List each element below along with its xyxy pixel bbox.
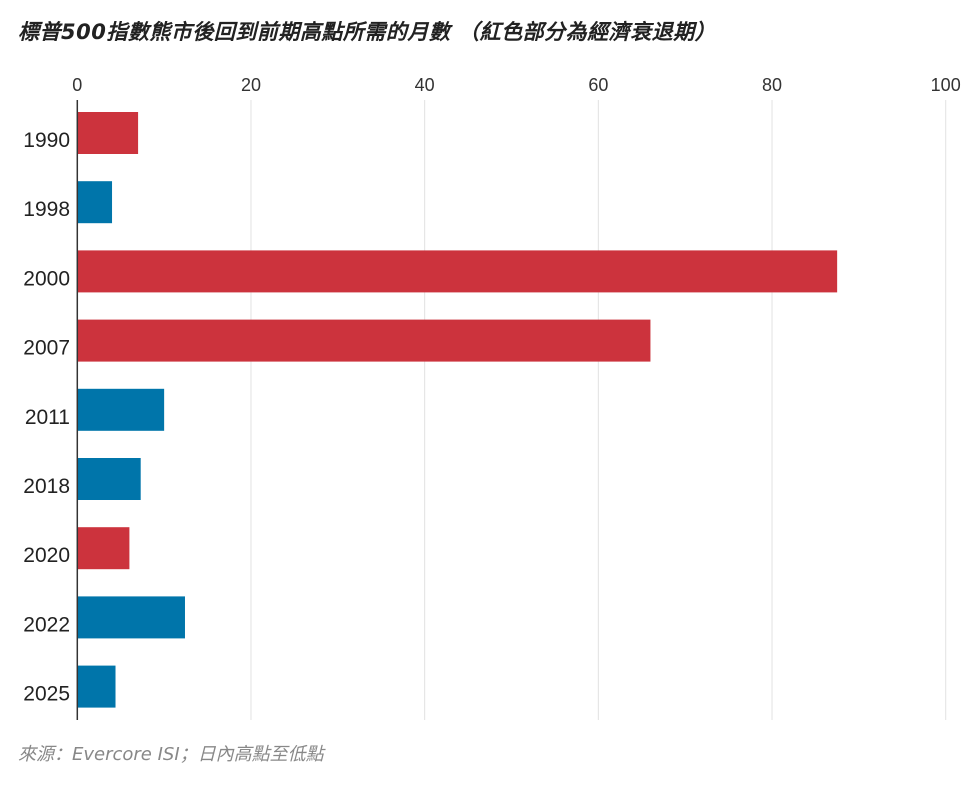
bar-1998 [77,181,113,224]
y-category-label: 1990 [23,129,70,152]
y-category-label: 2007 [23,337,70,360]
y-category-label: 1998 [23,198,70,221]
y-category-label: 2000 [23,267,70,290]
y-category-label: 2018 [23,475,70,498]
bar-1990 [77,112,139,154]
bar-2000 [77,250,838,293]
source-note: 來源：Evercore ISI；日內高點至低點 [18,744,324,765]
bar-2025 [77,665,116,708]
bar-2018 [77,458,141,500]
x-tick-label: 80 [762,75,782,95]
bar-2011 [77,388,165,431]
y-category-label: 2020 [23,544,70,567]
y-category-label: 2022 [23,613,70,636]
x-tick-label: 20 [241,75,261,95]
x-tick-label: 40 [415,75,435,95]
chart-title: 標普500指數熊市後回到前期高點所需的月數 （紅色部分為經濟衰退期） [18,20,717,44]
bar-2022 [77,596,185,639]
y-category-label: 2011 [25,406,70,429]
bar-2007 [77,319,651,362]
y-category-label: 2025 [23,683,70,706]
bar-2020 [77,527,130,570]
x-tick-label: 60 [588,75,608,95]
x-tick-label: 100 [931,75,961,95]
x-tick-label: 0 [72,75,82,95]
